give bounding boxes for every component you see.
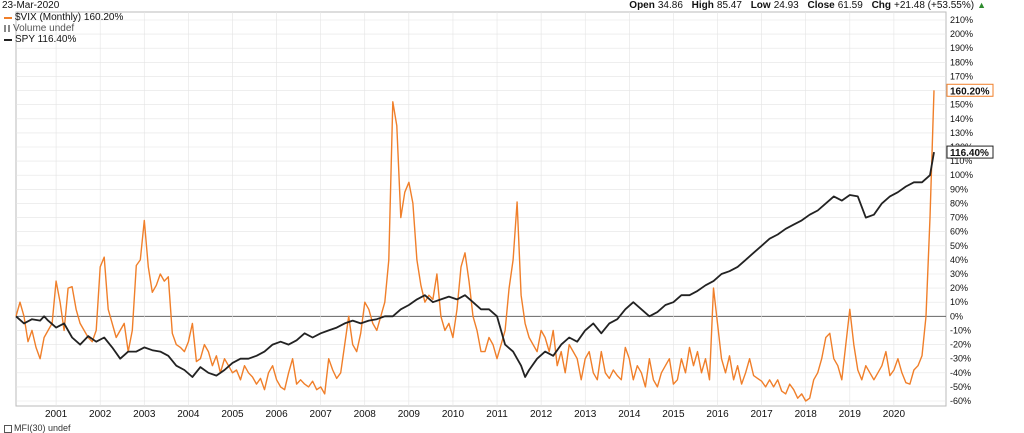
mfi-label: MFI(30) undef — [14, 423, 71, 433]
legend-item-spy: SPY 116.40% — [4, 34, 123, 45]
legend-item-volume: Volume undef — [4, 23, 123, 34]
vix-series-line — [15, 90, 935, 402]
end-label-text: 116.40% — [950, 148, 989, 159]
legend-spy-label: SPY 116.40% — [15, 34, 77, 45]
x-tick-label: 2008 — [354, 409, 377, 420]
end-label-box — [946, 145, 994, 159]
y-tick-label: 90% — [950, 184, 968, 194]
open-label: Open — [629, 0, 655, 11]
y-tick-label: 20% — [950, 283, 968, 293]
ohlc-readout: Open 34.86 High 85.47 Low 24.93 Close 61.59 … — [623, 0, 986, 11]
x-tick-label: 2020 — [883, 409, 906, 420]
x-tick-label: 2002 — [89, 409, 112, 420]
y-tick-label: 210% — [950, 15, 973, 25]
high-label: High — [691, 0, 714, 11]
y-tick-label: 150% — [950, 100, 973, 110]
x-tick-label: 2004 — [177, 409, 200, 420]
end-label-text: 160.20% — [950, 86, 990, 97]
x-tick-label: 2011 — [486, 409, 508, 420]
y-tick-label: -50% — [950, 382, 971, 392]
y-tick-label: 60% — [950, 227, 968, 237]
y-tick-label: 10% — [950, 297, 968, 307]
x-tick-label: 2003 — [133, 409, 156, 420]
y-tick-label: -40% — [950, 368, 971, 378]
y-tick-label: -20% — [950, 340, 971, 350]
y-tick-label: 190% — [950, 43, 973, 53]
y-tick-label: 40% — [950, 255, 968, 265]
y-tick-label: 80% — [950, 198, 968, 208]
up-arrow-icon: ▲ — [977, 0, 986, 10]
x-tick-label: 2006 — [265, 409, 288, 420]
x-tick-label: 2005 — [221, 409, 244, 420]
close-value: 61.59 — [837, 0, 863, 11]
y-tick-label: -10% — [950, 325, 971, 335]
high-value: 85.47 — [716, 0, 742, 11]
y-tick-label: 30% — [950, 269, 968, 279]
vix-end-label: 160.20% — [946, 83, 994, 97]
x-tick-label: 2016 — [706, 409, 729, 420]
y-tick-label: -60% — [950, 396, 971, 406]
date-label: 23-Mar-2020 — [2, 0, 60, 11]
plot-frame — [15, 11, 947, 407]
header-bar: 23-Mar-2020 Open 34.86 High 85.47 Low 24.93… — [0, 0, 1024, 12]
chg-value: +21.48 (+53.55%) — [894, 0, 975, 11]
y-tick-label: 130% — [950, 128, 973, 138]
y-tick-label: 140% — [950, 114, 973, 124]
x-tick-label: 2010 — [442, 409, 465, 420]
y-tick-label: -30% — [950, 354, 971, 364]
y-tick-label: 100% — [950, 170, 973, 180]
end-label-box — [946, 83, 994, 97]
y-tick-label: 50% — [950, 241, 968, 251]
y-tick-label: 70% — [950, 213, 968, 223]
low-label: Low — [750, 0, 771, 11]
open-value: 34.86 — [657, 0, 683, 11]
x-tick-label: 2015 — [662, 409, 685, 420]
spy-series-line — [15, 151, 935, 378]
x-tick-label: 2001 — [45, 409, 68, 420]
y-tick-label: 180% — [950, 57, 973, 67]
x-tick-label: 2018 — [795, 409, 818, 420]
x-tick-label: 2019 — [839, 409, 862, 420]
spy-end-label: 116.40% — [946, 145, 994, 159]
low-value: 24.93 — [773, 0, 799, 11]
x-tick-label: 2007 — [310, 409, 333, 420]
volume-bars-icon — [4, 25, 10, 32]
legend-volume-label: Volume undef — [13, 23, 75, 34]
chg-label: Chg — [871, 0, 892, 11]
y-tick-label: 110% — [950, 156, 972, 166]
spy-swatch — [4, 38, 12, 41]
y-tick-label: 200% — [950, 29, 973, 39]
indicator-box-icon — [4, 424, 12, 433]
mfi-indicator-label: MFI(30) undef — [4, 423, 71, 433]
x-tick-label: 2014 — [618, 409, 641, 420]
y-tick-label: 0% — [950, 311, 963, 321]
close-label: Close — [807, 0, 835, 11]
y-tick-label: 170% — [950, 71, 973, 81]
chart-legend: $VIX (Monthly) 160.20% Volume undef SPY … — [4, 12, 123, 45]
x-tick-label: 2009 — [398, 409, 421, 420]
x-tick-label: 2012 — [530, 409, 553, 420]
x-tick-label: 2017 — [750, 409, 773, 420]
x-tick-label: 2013 — [574, 409, 597, 420]
legend-vix-label: $VIX (Monthly) 160.20% — [15, 12, 124, 23]
legend-item-vix: $VIX (Monthly) 160.20% — [4, 12, 123, 23]
vix-swatch — [4, 16, 12, 19]
